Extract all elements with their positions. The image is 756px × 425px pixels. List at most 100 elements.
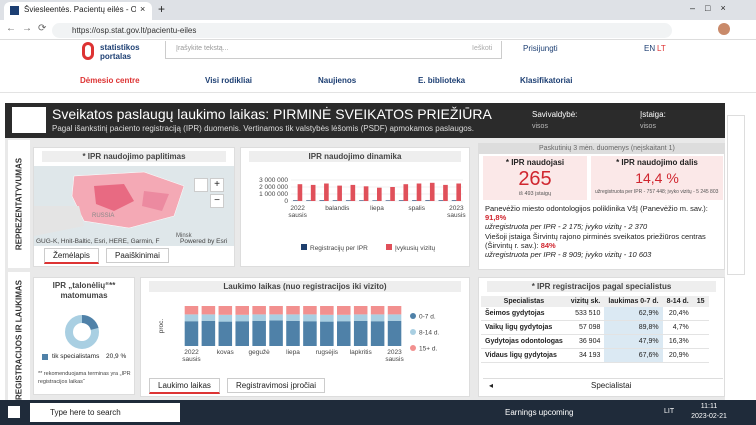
nav-item[interactable]: Visi rodikliai [205, 76, 252, 85]
zoom-out[interactable]: − [210, 194, 224, 208]
bar-segment [286, 320, 300, 346]
filter-label[interactable]: Įstaiga: [640, 110, 666, 119]
kpi-card [591, 156, 723, 200]
url[interactable]: https://osp.stat.gov.lt/pacientu-eiles [72, 26, 197, 35]
legend-label: tik specialistams [52, 353, 100, 360]
lang-en[interactable]: EN [644, 44, 656, 53]
taskbar-search[interactable] [30, 403, 180, 422]
search-button[interactable]: Ieškoti [472, 45, 493, 52]
y-tick-label: 2 000 000 [259, 184, 288, 191]
institution-name: Viešoji įstaiga Širvintų rajono pirminės… [485, 232, 706, 250]
bar [377, 187, 382, 201]
search-placeholder[interactable]: Įrašykite tekstą... [176, 45, 229, 52]
bar [332, 200, 338, 201]
top-institution: Panevėžio miesto odontologijos poliklini… [485, 204, 721, 231]
bar-segment [370, 321, 385, 346]
y-tick-label: 0 [284, 198, 288, 205]
kpi-card [483, 156, 587, 200]
bar-segment [269, 320, 283, 346]
address-bar[interactable] [52, 23, 672, 38]
footer-bar [483, 378, 723, 392]
bar [416, 183, 422, 201]
nav-item[interactable]: Naujienos [318, 76, 357, 85]
bar-segment [252, 314, 266, 321]
bar [429, 182, 435, 201]
start-button[interactable] [8, 406, 20, 418]
bar-segment [184, 314, 199, 322]
column-header: laukimas 0-7 d. [608, 298, 659, 305]
legend-label: 15+ d. [419, 346, 437, 353]
top-institution: Viešoji įstaiga Širvintų rajono pirminės… [485, 232, 721, 259]
footer-arrow[interactable]: ◂ [489, 381, 494, 390]
kpi-note: užregistruota per IPR - 757 448; įvyko v… [595, 189, 719, 195]
bar [412, 200, 417, 201]
side-tab [8, 140, 30, 268]
news-widget[interactable]: Earnings upcoming [505, 408, 574, 417]
lang-lt[interactable]: LT [657, 44, 666, 53]
tab[interactable]: Žemėlapis [44, 248, 99, 264]
table-cell: 34 193 [578, 352, 601, 359]
logo-icon[interactable] [82, 42, 94, 60]
table-panel: * IPR registracijos pagal specialistus S… [478, 277, 725, 397]
bar-segment [252, 306, 266, 315]
input-lang[interactable]: LIT [664, 408, 675, 415]
nav-item[interactable]: Dėmesio centre [80, 76, 140, 85]
new-tab[interactable]: + [158, 2, 166, 16]
y-tick-label: 1 000 000 [259, 191, 288, 198]
tab[interactable]: Paaiškinimai [106, 248, 169, 263]
logo-text[interactable]: statistikos [100, 43, 140, 52]
kpi-title: * IPR naudojimo dalis [616, 158, 698, 167]
bar-segment [303, 306, 317, 315]
table-row[interactable]: Šeimos gydytojas 533 510 62,9% 20,4% [481, 307, 709, 321]
filter-label[interactable]: Savivaldybė: [532, 110, 578, 119]
kpi-title: * IPR naudojasi [505, 158, 565, 167]
column-header: 15 [696, 298, 705, 305]
nav-item[interactable]: Klasifikatoriai [520, 76, 573, 85]
tab-close[interactable]: × [140, 4, 146, 14]
share-sidebar[interactable] [727, 115, 745, 275]
clock-time[interactable]: 11:11 [700, 403, 718, 410]
search-text[interactable]: Type here to search [50, 408, 121, 417]
window-controls[interactable]: –□× [690, 3, 736, 13]
bar [350, 184, 356, 201]
logo-text[interactable]: portalas [100, 52, 132, 61]
bar [324, 183, 329, 201]
map-panel: * IPR naudojimo paplitimas RUSSIA Minsk … [33, 147, 235, 267]
map-home[interactable] [194, 178, 208, 192]
bar-segment [184, 321, 199, 346]
tab[interactable]: Registravimosi įpročiai [227, 378, 326, 393]
bar-segment [370, 306, 385, 315]
table-cell: 47,9% [604, 334, 663, 349]
bar-segment [286, 314, 300, 321]
bar [456, 183, 462, 201]
nav-buttons[interactable]: ←→⟳ [6, 23, 53, 34]
bar-segment [252, 320, 266, 346]
bar-segment [387, 320, 402, 346]
panel-title: Laukimo laikas (nuo registracijos iki vi… [149, 281, 461, 292]
filter-value[interactable]: visos [640, 123, 656, 130]
search-box[interactable] [165, 41, 502, 59]
institution-note: užregistruota per IPR - 8 909; įvyko viz… [485, 250, 652, 259]
bar-segment [218, 306, 233, 315]
table-cell: 36 904 [578, 338, 601, 345]
institution-name: Panevėžio miesto odontologijos poliklini… [485, 204, 708, 213]
clock-date[interactable]: 2023-02-21 [691, 413, 727, 420]
bar-segment [235, 314, 249, 322]
zoom-in[interactable]: + [210, 178, 224, 192]
table-row[interactable]: Vaikų ligų gydytojas 57 098 89,8% 4,7% [481, 320, 709, 335]
nav-item[interactable]: E. biblioteka [418, 76, 466, 85]
table-row[interactable]: Vidaus ligų gydytojas 34 193 67,6% 20,9% [481, 348, 709, 363]
login[interactable]: Prisijungti [523, 44, 558, 53]
tab[interactable] [4, 2, 152, 20]
table-row[interactable]: Gydytojas odontologas 36 904 47,9% 16,3% [481, 334, 709, 349]
bar [390, 187, 395, 201]
legend-label: Įvykusių vizitų [395, 245, 435, 252]
map[interactable] [34, 166, 234, 246]
tab[interactable]: Laukimo laikas [149, 378, 220, 394]
profile[interactable] [718, 23, 730, 35]
filter-value[interactable]: visos [532, 123, 548, 130]
bar [306, 200, 311, 201]
table-cell [693, 321, 709, 335]
